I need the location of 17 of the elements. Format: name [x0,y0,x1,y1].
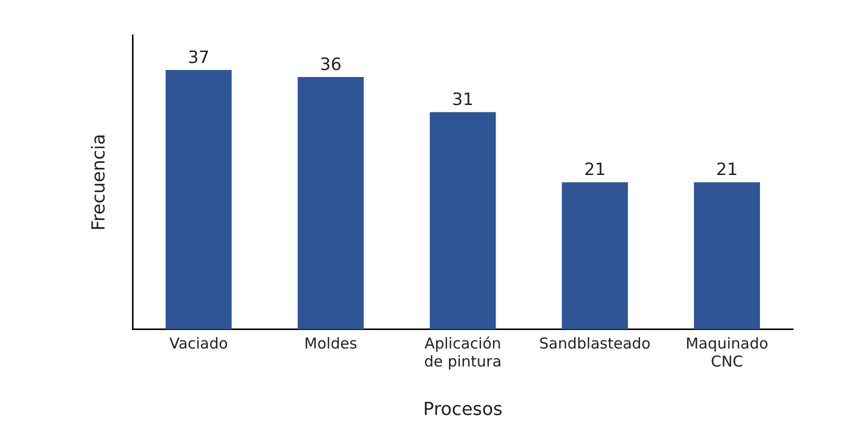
bar [562,182,628,330]
x-tick-label: Vaciado [169,334,228,352]
bar [430,112,496,330]
x-tick-label: Maquinado CNC [686,334,768,370]
data-label: 31 [452,90,474,110]
y-axis-title: Frecuencia [88,134,110,231]
x-tick-label: Moldes [304,334,358,352]
x-tick-label: Sandblasteado [539,334,651,352]
bar [166,70,232,330]
bar [298,77,364,330]
data-label: 21 [716,160,738,180]
data-label: 37 [188,48,210,68]
data-label: 36 [320,54,342,75]
x-tick-label: Aplicación de pintura [424,334,502,370]
data-label: 21 [584,160,606,180]
bar [694,182,760,330]
x-axis-title: Procesos [423,398,502,420]
